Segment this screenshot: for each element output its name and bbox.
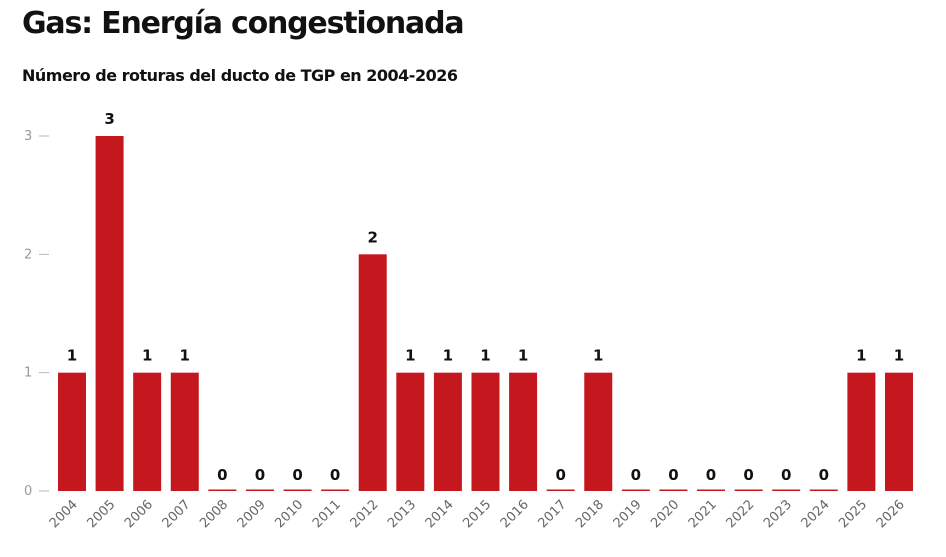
bar-2004 xyxy=(58,372,86,491)
x-tick-label-2023: 2023 xyxy=(761,497,795,531)
bar-2021 xyxy=(697,489,726,491)
x-tick-label-2009: 2009 xyxy=(235,497,269,531)
data-label-2012: 2 xyxy=(368,228,378,246)
x-tick-label-2012: 2012 xyxy=(348,497,382,531)
data-label-2016: 1 xyxy=(518,347,528,365)
bar-2006 xyxy=(133,372,162,491)
data-label-2026: 1 xyxy=(894,347,904,365)
x-tick-label-2026: 2026 xyxy=(874,497,908,531)
bar-2020 xyxy=(659,489,688,491)
data-label-2010: 0 xyxy=(292,466,302,484)
bar-2023 xyxy=(772,489,801,491)
x-tick-label-2021: 2021 xyxy=(686,497,720,531)
data-label-2007: 1 xyxy=(180,347,190,365)
x-tick-label-2010: 2010 xyxy=(272,497,306,531)
bar-2017 xyxy=(546,489,575,491)
data-label-2018: 1 xyxy=(593,347,603,365)
bar-2025 xyxy=(847,372,876,491)
bar-2026 xyxy=(884,372,913,491)
data-labels: 1 3 1 1 0 0 0 0 2 1 1 1 1 0 1 0 0 0 0 0 0 1 1 xyxy=(67,110,904,484)
data-label-2015: 1 xyxy=(480,347,490,365)
x-tick-label-2004: 2004 xyxy=(47,497,81,531)
bar-2011 xyxy=(321,489,350,491)
data-label-2006: 1 xyxy=(142,347,152,365)
bar-2014 xyxy=(433,372,462,491)
bar-2012 xyxy=(358,254,387,491)
bar-2010 xyxy=(283,489,312,491)
data-label-2013: 1 xyxy=(405,347,415,365)
x-tick-label-2005: 2005 xyxy=(84,497,118,531)
x-tick-label-2019: 2019 xyxy=(611,497,645,531)
bar-2007 xyxy=(170,372,199,491)
bar-2009 xyxy=(245,489,274,491)
data-label-2011: 0 xyxy=(330,466,340,484)
data-label-2008: 0 xyxy=(217,466,227,484)
x-tick-label-2025: 2025 xyxy=(836,497,870,531)
x-axis: 2004 2005 2006 2007 2008 2009 2010 2011 2012 2013… xyxy=(47,497,908,531)
x-tick-label-2020: 2020 xyxy=(648,497,682,531)
data-label-2020: 0 xyxy=(668,466,678,484)
chart-subtitle: Número de roturas del ducto de TGP en 20… xyxy=(22,66,458,85)
x-tick-label-2008: 2008 xyxy=(197,497,231,531)
y-tick-label: 3 xyxy=(24,129,32,144)
data-label-2023: 0 xyxy=(781,466,791,484)
bar-2022 xyxy=(734,489,763,491)
data-label-2021: 0 xyxy=(706,466,716,484)
x-tick-label-2022: 2022 xyxy=(723,497,757,531)
y-tick-label: 0 xyxy=(24,484,32,499)
y-axis: 0 1 2 3 xyxy=(24,129,49,499)
data-label-2014: 1 xyxy=(443,347,453,365)
data-label-2024: 0 xyxy=(819,466,829,484)
bar-2024 xyxy=(809,489,838,491)
bar-2018 xyxy=(584,372,613,491)
x-tick-label-2011: 2011 xyxy=(310,497,344,531)
x-tick-label-2016: 2016 xyxy=(498,497,532,531)
bar-2013 xyxy=(396,372,425,491)
bar-2008 xyxy=(208,489,237,491)
x-tick-label-2014: 2014 xyxy=(423,497,457,531)
y-tick-label: 1 xyxy=(24,366,32,381)
data-label-2009: 0 xyxy=(255,466,265,484)
x-tick-label-2006: 2006 xyxy=(122,497,156,531)
data-label-2005: 3 xyxy=(104,110,114,128)
chart-title: Gas: Energía congestionada xyxy=(22,6,465,41)
data-label-2017: 0 xyxy=(555,466,565,484)
bar-2015 xyxy=(471,372,500,491)
bar-2016 xyxy=(509,372,538,491)
x-tick-label-2017: 2017 xyxy=(535,497,569,531)
data-label-2019: 0 xyxy=(631,466,641,484)
y-tick-label: 2 xyxy=(24,247,32,262)
x-tick-label-2007: 2007 xyxy=(160,497,194,531)
x-tick-label-2024: 2024 xyxy=(799,497,833,531)
data-label-2025: 1 xyxy=(856,347,866,365)
data-label-2022: 0 xyxy=(743,466,753,484)
data-label-2004: 1 xyxy=(67,347,77,365)
bar-2005 xyxy=(95,136,124,491)
bars xyxy=(58,136,913,491)
x-tick-label-2015: 2015 xyxy=(460,497,494,531)
x-tick-label-2018: 2018 xyxy=(573,497,607,531)
bar-2019 xyxy=(621,489,650,491)
x-tick-label-2013: 2013 xyxy=(385,497,419,531)
